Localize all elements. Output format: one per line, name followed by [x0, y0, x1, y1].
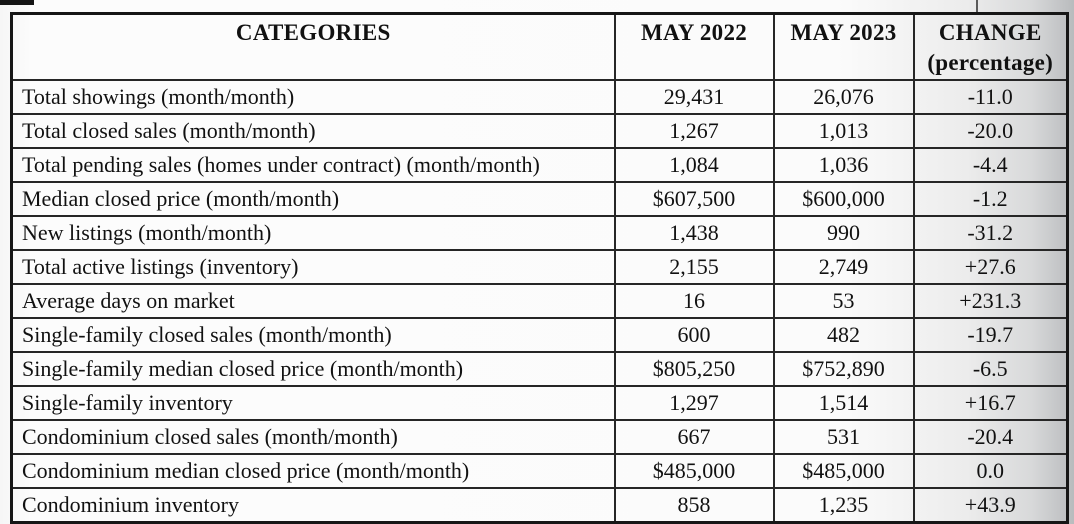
category-cell: Average days on market: [10, 283, 616, 319]
table-row: Single-family inventory 1,297 1,514 +16.7: [10, 385, 1069, 421]
may-2022-value-cell: 600: [613, 317, 775, 353]
category-cell: New listings (month/month): [10, 215, 616, 251]
may-2023-value-cell: 482: [772, 317, 915, 353]
change-percentage-cell: -20.0: [912, 113, 1069, 149]
may-2022-value-cell: 2,155: [613, 249, 775, 285]
table-row: Single-family closed sales (month/month)…: [10, 317, 1069, 353]
may-2023-value-cell: 53: [772, 283, 915, 319]
change-percentage-cell: -31.2: [912, 215, 1069, 251]
table-row: Total pending sales (homes under contrac…: [10, 147, 1069, 183]
change-percentage-cell: -1.2: [912, 181, 1069, 217]
category-cell: Condominium closed sales (month/month): [10, 419, 616, 455]
category-cell: Total active listings (inventory): [10, 249, 616, 285]
column-header-categories: CATEGORIES: [10, 12, 616, 81]
table-row: Total closed sales (month/month) 1,267 1,0…: [10, 113, 1069, 149]
may-2022-value-cell: 1,084: [613, 147, 775, 183]
category-cell: Total pending sales (homes under contrac…: [10, 147, 616, 183]
category-cell: Condominium median closed price (month/m…: [10, 453, 616, 489]
table-row: Condominium closed sales (month/month) 66…: [10, 419, 1069, 455]
may-2023-value-cell: 26,076: [772, 79, 915, 115]
may-2022-value-cell: $485,000: [613, 453, 775, 489]
table-row: Single-family median closed price (month…: [10, 351, 1069, 387]
column-header-change: CHANGE (percentage): [912, 12, 1069, 81]
table-row: Condominium median closed price (month/m…: [10, 453, 1069, 489]
change-percentage-cell: -19.7: [912, 317, 1069, 353]
may-2023-value-cell: $485,000: [772, 453, 915, 489]
may-2023-value-cell: 990: [772, 215, 915, 251]
table-row: Total showings (month/month) 29,431 26,076…: [10, 79, 1069, 115]
change-percentage-cell: +231.3: [912, 283, 1069, 319]
may-2023-value-cell: 1,514: [772, 385, 915, 421]
category-cell: Single-family median closed price (month…: [10, 351, 616, 387]
column-header-may-2023: MAY 2023: [772, 12, 915, 81]
category-cell: Total showings (month/month): [10, 79, 616, 115]
category-cell: Median closed price (month/month): [10, 181, 616, 217]
may-2023-value-cell: 531: [772, 419, 915, 455]
may-2022-value-cell: 29,431: [613, 79, 775, 115]
may-2022-value-cell: 1,438: [613, 215, 775, 251]
category-cell: Total closed sales (month/month): [10, 113, 616, 149]
table-row: Condominium inventory 858 1,235 +43.9: [10, 487, 1069, 524]
table-row: Average days on market 16 53 +231.3: [10, 283, 1069, 319]
may-2022-value-cell: 667: [613, 419, 775, 455]
category-cell: Single-family closed sales (month/month): [10, 317, 616, 353]
change-percentage-cell: +27.6: [912, 249, 1069, 285]
category-cell: Single-family inventory: [10, 385, 616, 421]
may-2022-value-cell: 16: [613, 283, 775, 319]
may-2023-value-cell: 1,013: [772, 113, 915, 149]
may-2023-value-cell: 2,749: [772, 249, 915, 285]
may-2022-value-cell: $607,500: [613, 181, 775, 217]
column-header-may-2022: MAY 2022: [613, 12, 775, 81]
may-2022-value-cell: 1,297: [613, 385, 775, 421]
market-stats-table: CATEGORIES MAY 2022 MAY 2023 CHANGE (per…: [10, 12, 1069, 524]
may-2023-value-cell: 1,235: [772, 487, 915, 524]
scan-artifact-top-left: [0, 0, 34, 5]
table-row: Median closed price (month/month) $607,50…: [10, 181, 1069, 217]
may-2023-value-cell: 1,036: [772, 147, 915, 183]
may-2023-value-cell: $752,890: [772, 351, 915, 387]
change-percentage-cell: +16.7: [912, 385, 1069, 421]
may-2022-value-cell: $805,250: [613, 351, 775, 387]
change-percentage-cell: -20.4: [912, 419, 1069, 455]
column-header-change-label: CHANGE: [938, 20, 1042, 45]
may-2022-value-cell: 1,267: [613, 113, 775, 149]
table-body: Total showings (month/month) 29,431 26,076…: [10, 79, 1069, 524]
scan-artifact-vertical-tick: [976, 0, 978, 13]
column-header-change-sublabel: (percentage): [927, 50, 1054, 75]
table-row: Total active listings (inventory) 2,155 2,…: [10, 249, 1069, 285]
change-percentage-cell: -4.4: [912, 147, 1069, 183]
change-percentage-cell: +43.9: [912, 487, 1069, 524]
change-percentage-cell: -6.5: [912, 351, 1069, 387]
change-percentage-cell: -11.0: [912, 79, 1069, 115]
change-percentage-cell: 0.0: [912, 453, 1069, 489]
category-cell: Condominium inventory: [10, 487, 616, 524]
table-row: New listings (month/month) 1,438 990 -31.2: [10, 215, 1069, 251]
may-2022-value-cell: 858: [613, 487, 775, 524]
may-2023-value-cell: $600,000: [772, 181, 915, 217]
header-row: CATEGORIES MAY 2022 MAY 2023 CHANGE (per…: [10, 12, 1069, 81]
